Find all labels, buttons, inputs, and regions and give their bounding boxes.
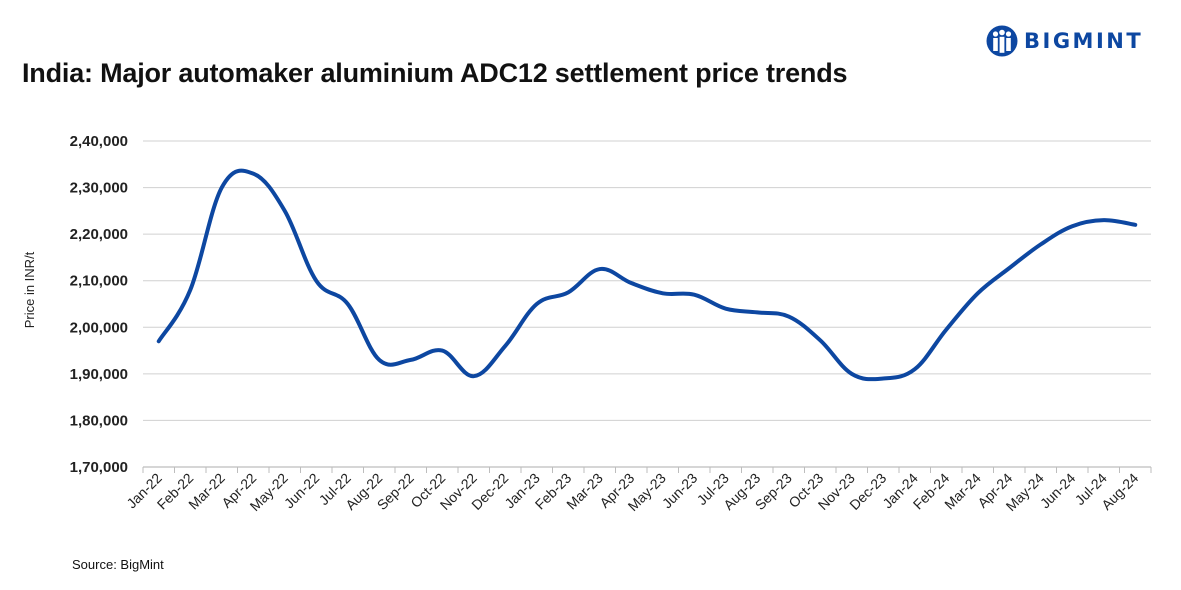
y-tick-label: 2,40,000 (70, 133, 128, 150)
y-tick-label: 1,70,000 (70, 459, 128, 476)
data-point (1135, 224, 1136, 225)
brand-logo: BIGMINT (986, 24, 1143, 58)
y-axis-ticks: 1,70,000 1,80,000 1,90,000 2,00,000 2,10,000… (70, 133, 128, 476)
data-point (410, 359, 411, 360)
y-tick-label: 2,20,000 (70, 226, 128, 243)
y-tick-label: 2,00,000 (70, 319, 128, 336)
data-point (883, 378, 884, 379)
data-point (694, 294, 695, 295)
x-tick-label: Jun-23 (659, 470, 701, 512)
data-point (599, 269, 600, 270)
x-axis-ticks: Jan-22Feb-22Mar-22Apr-22May-22Jun-22Jul-… (123, 470, 1141, 514)
chart-title: India: Major automaker aluminium ADC12 s… (22, 58, 848, 88)
series-line (156, 168, 1138, 382)
data-point (1103, 220, 1104, 221)
data-point (977, 293, 978, 294)
y-tick-label: 1,80,000 (70, 412, 128, 429)
data-point (1009, 268, 1010, 269)
data-point (253, 173, 254, 174)
data-point (221, 187, 222, 188)
y-axis-label: Price in INR/t (22, 251, 37, 328)
grid-lines (143, 140, 1151, 421)
data-point (946, 329, 947, 330)
data-point (190, 290, 191, 291)
x-tick-label: Mar-23 (563, 470, 606, 513)
data-point (158, 341, 159, 342)
bigmint-logo-icon (986, 25, 1018, 57)
data-point (505, 345, 506, 346)
data-point (1040, 244, 1041, 245)
data-point (536, 304, 537, 305)
data-point (662, 293, 663, 294)
data-point (568, 292, 569, 293)
y-tick-label: 1,90,000 (70, 366, 128, 383)
data-point (347, 304, 348, 305)
source-note: Source: BigMint (72, 557, 164, 572)
data-point (725, 308, 726, 309)
x-tick-label: Jun-24 (1037, 470, 1079, 512)
x-tick-label: Jun-22 (281, 470, 323, 512)
data-point (442, 350, 443, 351)
data-point (914, 369, 915, 370)
series-group (156, 168, 1138, 382)
data-point (788, 316, 789, 317)
y-tick-label: 2,10,000 (70, 273, 128, 290)
x-axis (142, 466, 1152, 473)
data-point (473, 376, 474, 377)
brand-name: BIGMINT (1024, 29, 1144, 53)
data-point (316, 280, 317, 281)
data-point (631, 283, 632, 284)
x-tick-label: Mar-22 (185, 470, 228, 513)
data-point (820, 340, 821, 341)
data-point (757, 312, 758, 313)
y-tick-label: 2,30,000 (70, 180, 128, 197)
data-point (379, 359, 380, 360)
x-tick-label: Mar-24 (941, 470, 984, 513)
data-point (1072, 226, 1073, 227)
data-point (284, 210, 285, 211)
data-point (851, 373, 852, 374)
